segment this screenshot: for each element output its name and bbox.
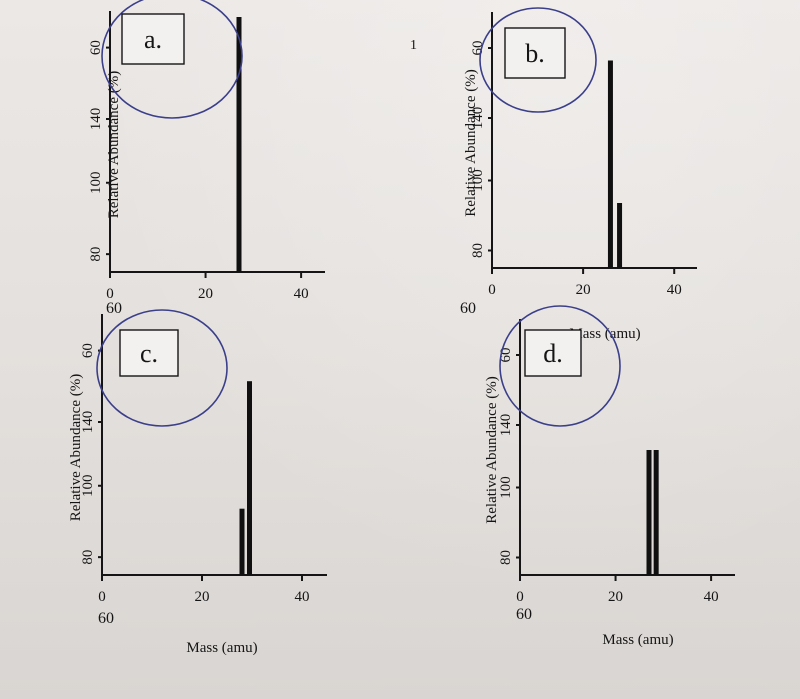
chart-panel-a: 0 20 40 80 100 140 60 Relative Abundance (%) a. (88, 0, 325, 302)
y-tick-label: 60 (88, 40, 104, 55)
x-tick-label: 20 (608, 589, 623, 605)
spectrum-peak (653, 450, 659, 575)
chart-panel-c: 0 20 40 80 100 140 60 Relative Abundance (%) Mas… (68, 309, 327, 656)
x-tick-label: 0 (98, 589, 106, 605)
x-tick-label: 40 (704, 589, 719, 605)
y-tick-label: 100 (88, 172, 104, 195)
x-axis-title: Mass (amu) (186, 640, 257, 656)
x-axis-title: Mass (amu) (569, 326, 640, 342)
panel-label: b. (525, 39, 545, 68)
label-60-c: 60 (98, 610, 114, 627)
panel-label-box (524, 329, 582, 377)
panel-label-box (121, 13, 185, 65)
pen-circle (499, 305, 621, 427)
y-tick-label: 60 (80, 343, 96, 358)
x-tick-label: 20 (198, 286, 213, 302)
y-axis-title: Relative Abundance (%) (484, 376, 500, 523)
y-tick-label: 80 (88, 247, 104, 262)
y-tick-label: 80 (498, 550, 514, 565)
x-tick-label: 40 (667, 282, 682, 298)
spectrum-peak (607, 60, 613, 268)
y-tick-label: 140 (80, 411, 96, 434)
y-axis-title: Relative Abundance (%) (463, 69, 479, 216)
label-60-a: 60 (106, 300, 122, 317)
y-tick-label: 140 (498, 414, 514, 437)
spectrum-peak (247, 381, 252, 575)
x-tick-label: 40 (295, 589, 310, 605)
x-tick-label: 0 (488, 282, 496, 298)
spectrum-peak (646, 450, 652, 575)
x-tick-label: 0 (106, 286, 114, 302)
y-tick-label: 100 (470, 169, 486, 192)
x-axis-title: Mass (amu) (602, 632, 673, 648)
panel-label-box (119, 329, 179, 377)
panel-label: a. (144, 25, 162, 54)
panel-label: d. (543, 339, 563, 368)
stray-mark-b: 1 (410, 38, 417, 53)
y-tick-label: 80 (80, 550, 96, 565)
spectrum-peak (239, 508, 245, 575)
spectrum-peak (236, 17, 242, 272)
y-tick-label: 80 (470, 243, 486, 258)
chart-panel-d: 0 20 40 80 100 140 60 Relative Abundance (%) Mas… (484, 305, 735, 648)
y-axis-title: Relative Abundance (%) (68, 374, 84, 521)
y-tick-label: 140 (88, 108, 104, 131)
y-tick-label: 140 (470, 107, 486, 130)
pen-circle (101, 0, 243, 119)
chart-panel-b: 0 20 40 80 100 140 60 Relative Abundance (%) Mas… (463, 7, 697, 342)
x-tick-label: 20 (576, 282, 591, 298)
y-axis-title: Relative Abundance (%) (106, 71, 122, 218)
x-tick-label: 0 (516, 589, 524, 605)
pen-circle (479, 7, 597, 113)
y-tick-label: 100 (498, 476, 514, 499)
label-60-b: 60 (460, 300, 476, 317)
x-tick-label: 20 (195, 589, 210, 605)
panel-label-box (504, 27, 566, 79)
pen-circle (96, 309, 228, 427)
panel-label: c. (140, 339, 158, 368)
y-tick-label: 100 (80, 475, 96, 498)
label-60-d: 60 (516, 606, 532, 623)
spectrum-peak (617, 203, 623, 268)
x-tick-label: 40 (294, 286, 309, 302)
